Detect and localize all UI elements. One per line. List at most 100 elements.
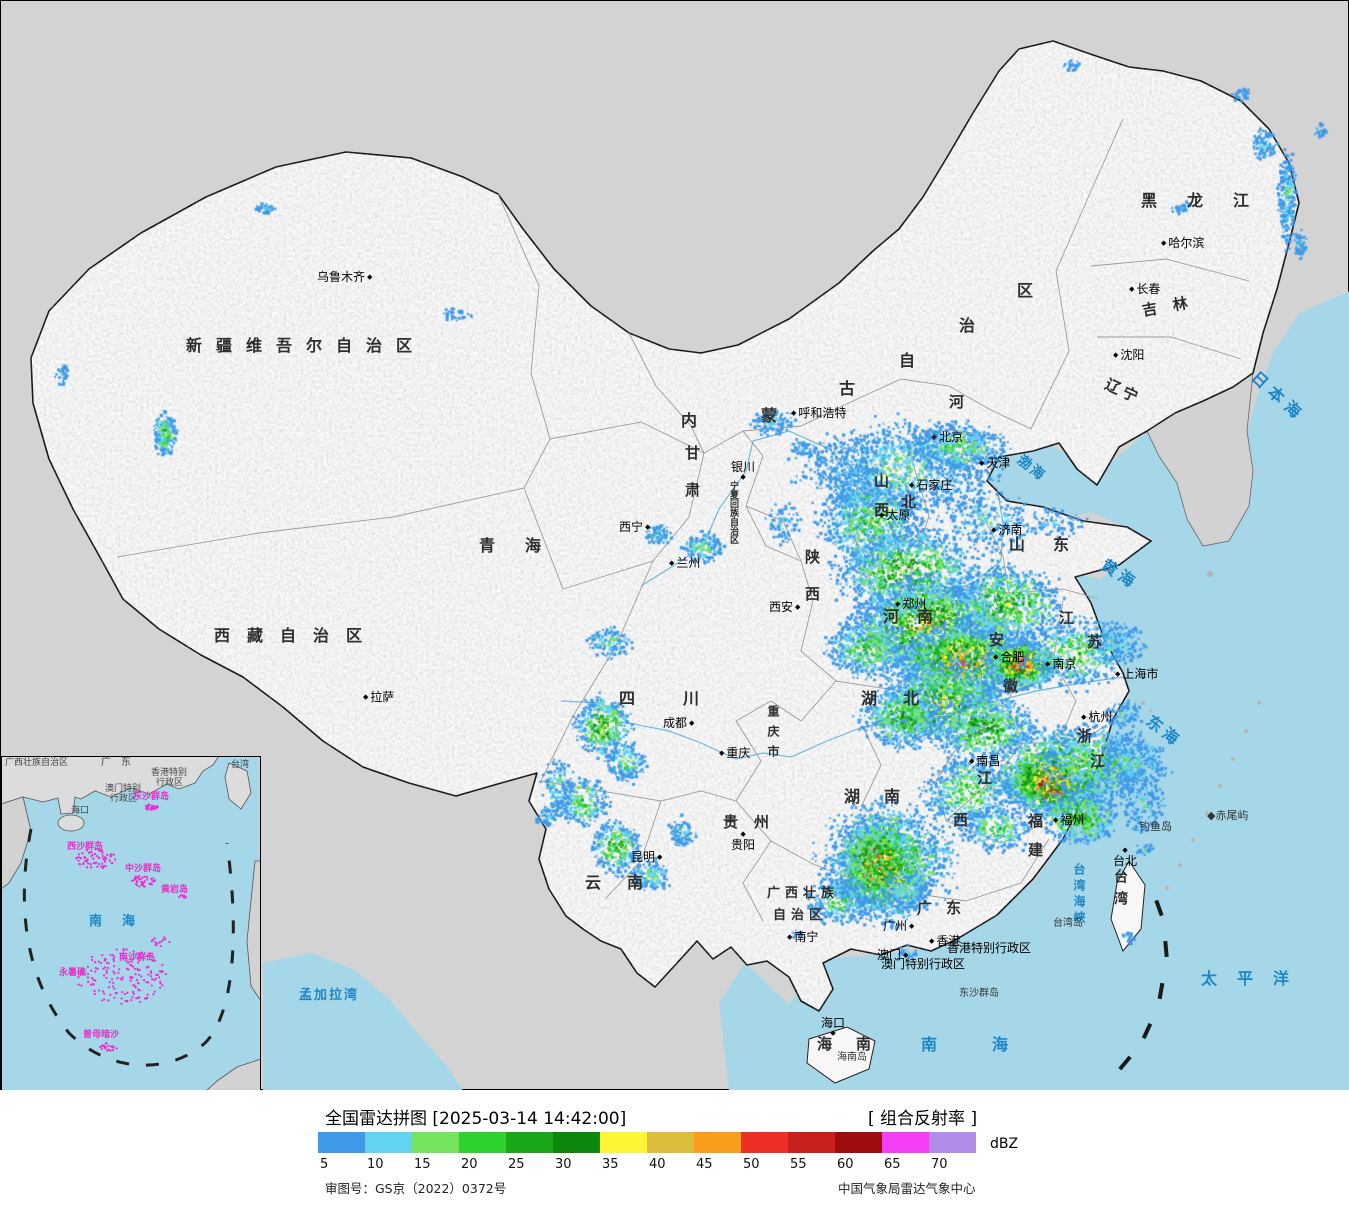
province-label: 重庆市 — [766, 705, 780, 765]
province-label: 苏 — [1087, 633, 1103, 651]
province-label: 福建 — [1026, 813, 1044, 871]
province-label: 宁夏回族自治区 — [728, 481, 738, 544]
small-island-dot — [1191, 838, 1195, 842]
scale-tick-70: 70 — [931, 1157, 948, 1172]
city-marker-icon: ◆ — [787, 932, 793, 941]
scale-swatch-40 — [647, 1132, 694, 1153]
province-label: 徽 — [1003, 677, 1019, 695]
city-marker-icon: ◆ — [895, 599, 901, 608]
province-label: 古 — [839, 379, 856, 398]
city-label: ◆ 杭州 — [1081, 711, 1112, 723]
city-name: 银川 — [731, 460, 756, 474]
province-label: 江 — [977, 769, 993, 787]
boundary-dash-mark — [1154, 899, 1164, 917]
city-label: ◆ 贵阳 — [731, 831, 755, 852]
city-marker-icon: ◉ — [931, 432, 938, 441]
city-label: 海口 ◆ — [821, 1017, 845, 1037]
city-name: 昆明 — [631, 850, 656, 864]
province-label: 河 — [949, 393, 965, 411]
scale-swatch-5 — [318, 1132, 365, 1153]
scale-swatch-50 — [741, 1132, 788, 1153]
small-island-dot — [1231, 757, 1235, 761]
scale-swatch-70 — [929, 1132, 976, 1153]
city-label: ◆ 南京 — [1045, 658, 1076, 670]
city-label: 广州 ◆ — [883, 920, 914, 932]
province-label: 新疆维吾尔自治区 — [186, 336, 427, 355]
city-marker-icon: ◆ — [363, 692, 369, 701]
province-label: 内 — [681, 411, 698, 430]
inset-label: 广东 — [101, 757, 141, 768]
scale-tick-25: 25 — [508, 1157, 525, 1172]
boundary-dash-mark — [1141, 1022, 1153, 1040]
scale-swatch-10 — [365, 1132, 412, 1153]
island-label: 海南岛 — [837, 1052, 867, 1063]
city-label: 成都 ◆ — [663, 717, 694, 729]
map-title: 全国雷达拼图 [2025-03-14 14:42:00] — [325, 1109, 627, 1129]
city-marker-icon: ◆ — [991, 525, 997, 534]
scale-swatch-25 — [506, 1132, 553, 1153]
inset-borneo — [205, 1058, 261, 1091]
inset-label: 东沙群岛 — [133, 792, 170, 802]
city-label: ◆ 香港 — [929, 935, 960, 947]
inset-label: 中沙群岛 — [125, 864, 162, 874]
city-label: 银川 ◆ — [731, 461, 755, 481]
city-name: 海口 — [821, 1016, 846, 1030]
sea-label: 太平洋 — [1201, 969, 1310, 988]
province-label: 广东 — [917, 899, 976, 917]
province-label: 北 — [901, 493, 917, 511]
city-name: 南宁 — [794, 930, 819, 944]
city-marker-icon: ◆ — [1161, 238, 1167, 247]
city-marker-icon: ◆ — [993, 652, 999, 661]
scale-tick-20: 20 — [461, 1157, 478, 1172]
city-name: 福州 — [1060, 813, 1085, 827]
city-marker-icon: ◆ — [689, 718, 695, 727]
province-label: 区 — [1017, 281, 1034, 300]
city-marker-icon: ◆ — [1115, 669, 1121, 678]
scale-swatch-15 — [412, 1132, 459, 1153]
scale-tick-60: 60 — [837, 1157, 854, 1172]
boundary-dash-mark — [1118, 1055, 1132, 1071]
small-island-dot — [1165, 886, 1169, 890]
scale-tick-65: 65 — [884, 1157, 901, 1172]
city-name: 广州 — [883, 919, 908, 933]
scale-tick-30: 30 — [555, 1157, 572, 1172]
province-label: 山西 — [872, 473, 890, 531]
city-label: ◆ 济南 — [991, 524, 1022, 536]
city-marker-icon: ◆ — [1113, 350, 1119, 359]
province-label: 湖北 — [861, 689, 946, 708]
scale-tick-50: 50 — [743, 1157, 760, 1172]
product-label: [ 组合反射率 ] — [868, 1109, 978, 1129]
province-label: 山东 — [1009, 535, 1098, 554]
map-labels-layer: 新疆维吾尔自治区 西藏自治区 青海 甘肃内蒙古自治区黑龙江 吉林 辽宁河北山西 山东 河南江苏… — [1, 1, 1349, 1091]
inset-label: 曾母暗沙 — [83, 1030, 120, 1040]
scale-swatch-55 — [788, 1132, 835, 1153]
city-label: ◆ 石家庄 — [909, 479, 952, 491]
inset-label: 南海 — [89, 914, 156, 929]
city-label: ◆ 台北 — [1113, 847, 1137, 868]
city-label: ◆ 拉萨 — [363, 691, 394, 703]
city-label: 西安 ◆ — [769, 601, 800, 613]
scale-tick-45: 45 — [696, 1157, 713, 1172]
province-label: 吉林 — [1140, 291, 1205, 320]
island-label: ◆赤尾屿 — [1207, 809, 1249, 822]
small-island-dot — [1257, 701, 1261, 705]
scale-tick-10: 10 — [367, 1157, 384, 1172]
city-name: 哈尔滨 — [1168, 236, 1205, 250]
inset-label: 行政区 — [110, 794, 138, 804]
scale-tick-35: 35 — [602, 1157, 619, 1172]
inset-hainan — [57, 814, 85, 832]
city-name: 乌鲁木齐 — [317, 270, 366, 284]
small-island-dot — [1141, 701, 1145, 705]
boundary-dash-mark — [1163, 940, 1169, 958]
city-label: ◆ 哈尔滨 — [1161, 237, 1204, 249]
scale-swatch-20 — [459, 1132, 506, 1153]
region-label: 香港特别行政区 — [947, 941, 1032, 955]
province-label: 青海 — [479, 536, 572, 555]
province-label: 蒙 — [761, 406, 778, 425]
city-label: ◆ 福州 — [1053, 814, 1084, 826]
city-marker-icon: ◆ — [830, 1029, 836, 1037]
scale-tick-40: 40 — [649, 1157, 666, 1172]
inset-mainland — [1, 756, 220, 815]
city-label: ◆ 呼和浩特 — [791, 407, 846, 419]
province-label: 辽宁 — [1102, 375, 1145, 408]
